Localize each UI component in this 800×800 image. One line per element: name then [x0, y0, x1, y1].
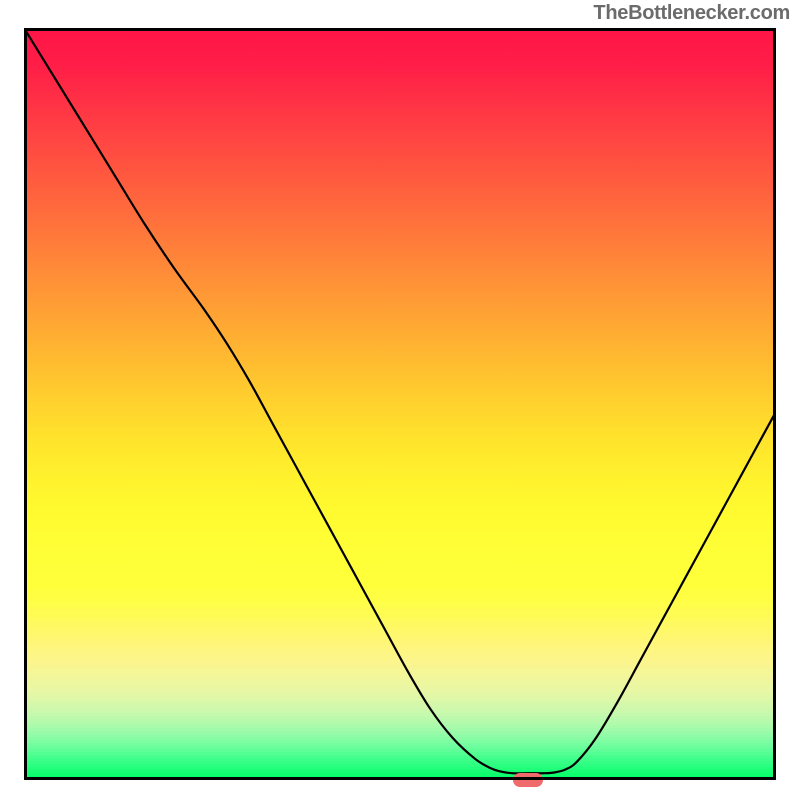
optimal-range-marker	[513, 773, 543, 787]
watermark-text: TheBottlenecker.com	[593, 2, 790, 25]
gradient-top-region	[24, 28, 776, 584]
gradient-band	[24, 779, 776, 780]
chart-container: TheBottlenecker.com	[0, 0, 800, 800]
plot-area	[24, 28, 776, 780]
gradient-background	[24, 28, 776, 780]
